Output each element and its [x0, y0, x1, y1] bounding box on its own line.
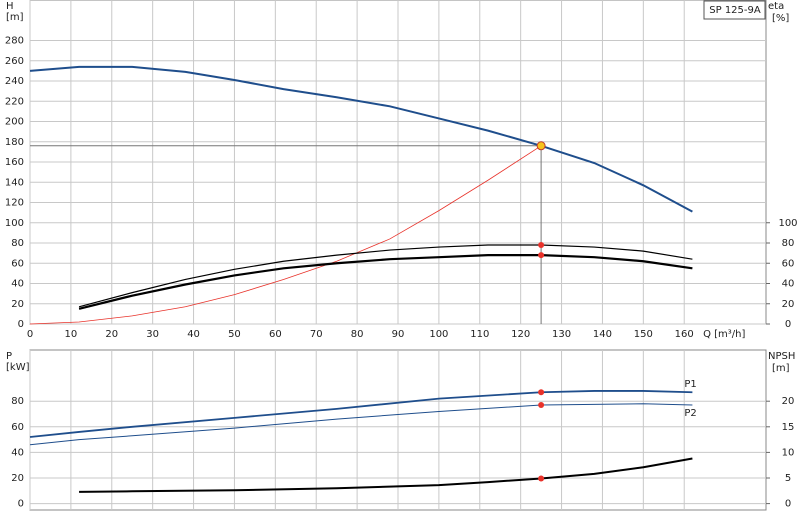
- x-tick-label: 50: [228, 329, 241, 340]
- y-tick-label: 80: [11, 396, 24, 407]
- operating-dot: [538, 389, 545, 396]
- y-tick-label: 240: [5, 76, 24, 87]
- curve: [29, 145, 542, 325]
- y2-tick-label: 80: [782, 238, 795, 249]
- title-box: [703, 0, 766, 20]
- y-tick-label: 180: [5, 137, 24, 148]
- y-tick-label: 160: [5, 157, 24, 168]
- x-tick-label: 30: [146, 329, 159, 340]
- y2-axis-label: NPSH: [768, 351, 795, 362]
- x-tick-label: 80: [351, 329, 364, 340]
- curve: [29, 65, 693, 213]
- y-axis-label: H: [6, 1, 14, 12]
- y2-tick-label: 100: [778, 218, 797, 229]
- chart-title: SP 125-9A: [709, 5, 761, 16]
- operating-dot: [538, 252, 545, 259]
- y-tick-label: 60: [11, 258, 24, 269]
- x-tick-label: 110: [470, 329, 489, 340]
- x-tick-label: 0: [27, 329, 33, 340]
- y-tick-label: 20: [11, 299, 24, 310]
- operating-dot: [538, 475, 545, 482]
- x-tick-label: 60: [269, 329, 282, 340]
- y-tick-label: 0: [18, 319, 24, 330]
- y2-tick-label: 0: [785, 319, 791, 330]
- x-tick-label: 140: [593, 329, 612, 340]
- y-tick-label: 280: [5, 36, 24, 47]
- y2-tick-label: 60: [782, 258, 795, 269]
- x-tick-label: 70: [310, 329, 323, 340]
- y2-tick-label: 10: [782, 447, 795, 458]
- x-tick-label: 20: [105, 329, 118, 340]
- y2-axis-label: eta: [768, 1, 784, 12]
- curve: [79, 457, 693, 493]
- x-tick-label: 100: [429, 329, 448, 340]
- x-tick-label: 130: [552, 329, 571, 340]
- curve: [29, 390, 693, 438]
- x-tick-label: 10: [65, 329, 78, 340]
- y-tick-label: 140: [5, 177, 24, 188]
- x-tick-label: 160: [675, 329, 694, 340]
- y2-tick-label: 20: [782, 396, 795, 407]
- y-tick-label: 60: [11, 422, 24, 433]
- y-tick-label: 20: [11, 473, 24, 484]
- x-tick-label: 90: [392, 329, 405, 340]
- legend-label: P1: [684, 379, 696, 390]
- y-axis-label: [kW]: [6, 362, 30, 373]
- y-tick-label: 40: [11, 279, 24, 290]
- y-tick-label: 260: [5, 56, 24, 67]
- y2-tick-label: 5: [785, 473, 791, 484]
- y-tick-label: 80: [11, 238, 24, 249]
- y-tick-label: 200: [5, 117, 24, 128]
- y-tick-label: 40: [11, 447, 24, 458]
- y-tick-label: 120: [5, 198, 24, 209]
- y-tick-label: 100: [5, 218, 24, 229]
- y2-axis-label: [m]: [772, 363, 790, 374]
- y2-axis-label: [%]: [772, 13, 789, 24]
- y-tick-label: 220: [5, 96, 24, 107]
- y-axis-label: [m]: [6, 12, 24, 23]
- duty-point: [536, 141, 546, 151]
- legend-label: P2: [684, 408, 696, 419]
- y2-tick-label: 20: [782, 299, 795, 310]
- x-tick-label: 40: [187, 329, 200, 340]
- y-axis-label: P: [6, 351, 12, 362]
- y2-tick-label: 15: [782, 422, 795, 433]
- operating-dot: [538, 402, 545, 409]
- x-tick-label: 120: [511, 329, 530, 340]
- operating-dot: [538, 242, 545, 249]
- curve: [78, 244, 693, 308]
- curve: [78, 254, 693, 310]
- y-tick-label: 0: [18, 499, 24, 510]
- y2-tick-label: 40: [782, 279, 795, 290]
- x-axis-label: Q [m³/h]: [703, 329, 745, 340]
- x-tick-label: 150: [634, 329, 653, 340]
- curve: [29, 403, 693, 446]
- y2-tick-label: 0: [785, 499, 791, 510]
